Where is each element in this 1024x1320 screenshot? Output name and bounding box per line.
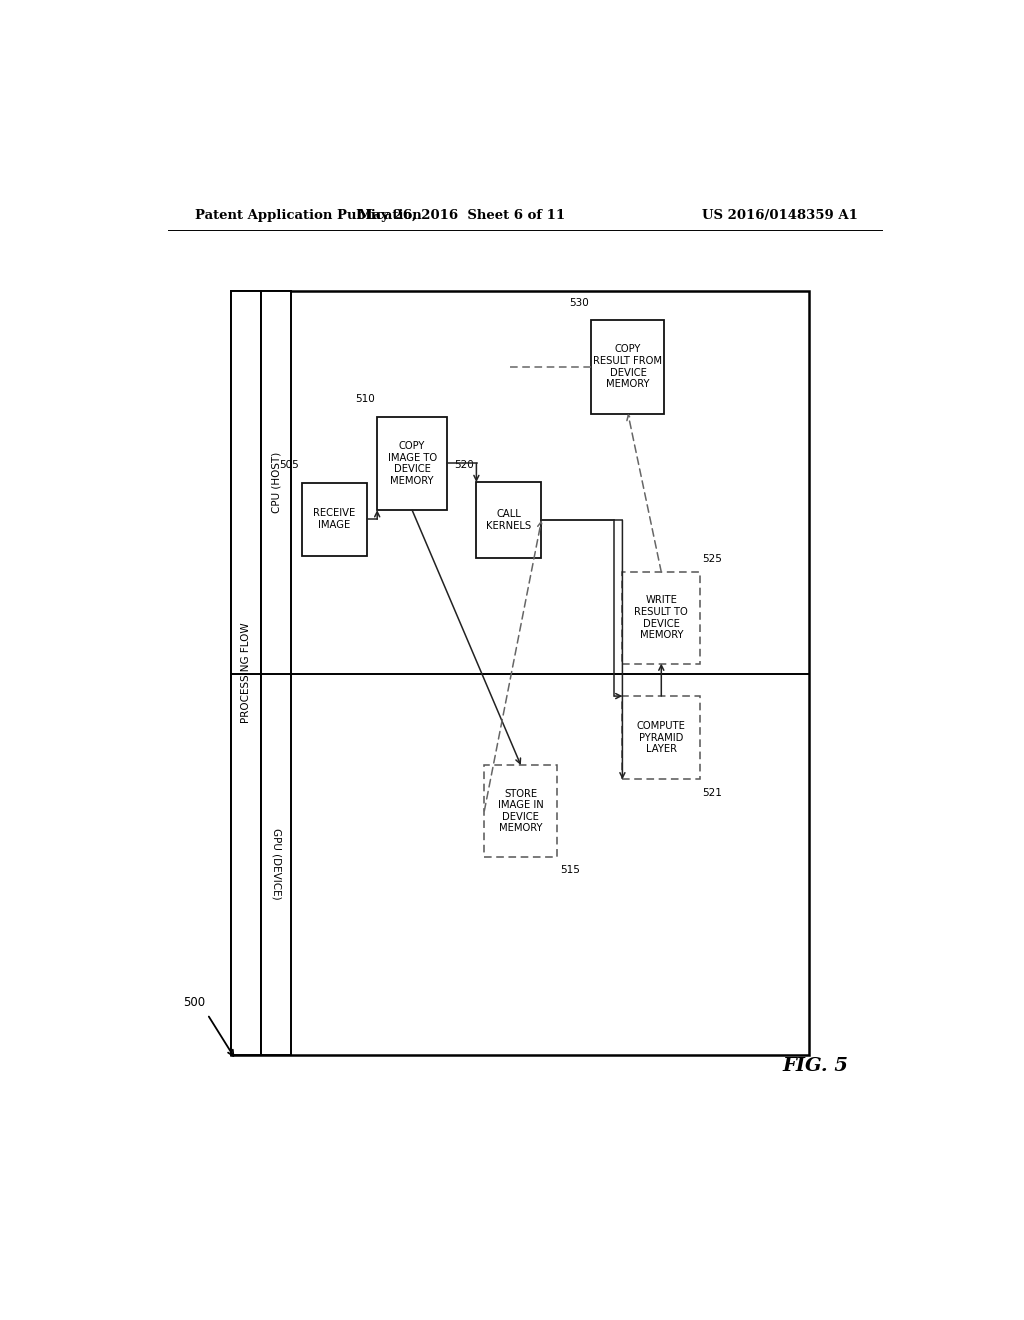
Bar — [623, 696, 700, 779]
Bar — [261, 290, 292, 1055]
Bar — [623, 572, 700, 664]
Text: CALL
KERNELS: CALL KERNELS — [486, 510, 531, 531]
Text: STORE
IMAGE IN
DEVICE
MEMORY: STORE IMAGE IN DEVICE MEMORY — [498, 788, 544, 833]
Text: PROCESSING FLOW: PROCESSING FLOW — [242, 623, 251, 723]
Text: 510: 510 — [355, 395, 375, 404]
Text: 515: 515 — [560, 865, 580, 875]
Text: COPY
IMAGE TO
DEVICE
MEMORY: COPY IMAGE TO DEVICE MEMORY — [387, 441, 436, 486]
Bar — [231, 290, 809, 1055]
Bar — [484, 766, 557, 857]
Text: COMPUTE
PYRAMID
LAYER: COMPUTE PYRAMID LAYER — [637, 721, 686, 754]
Bar — [377, 417, 447, 510]
Text: WRITE
RESULT TO
DEVICE
MEMORY: WRITE RESULT TO DEVICE MEMORY — [635, 595, 688, 640]
Text: 530: 530 — [569, 298, 589, 308]
Bar — [302, 483, 367, 556]
Text: 521: 521 — [702, 788, 723, 797]
Text: COPY
RESULT FROM
DEVICE
MEMORY: COPY RESULT FROM DEVICE MEMORY — [594, 345, 663, 389]
Bar — [592, 319, 665, 413]
Text: 505: 505 — [280, 461, 299, 470]
Text: Patent Application Publication: Patent Application Publication — [196, 210, 422, 222]
Text: RECEIVE
IMAGE: RECEIVE IMAGE — [313, 508, 355, 531]
Text: 525: 525 — [702, 554, 723, 564]
Text: 500: 500 — [183, 997, 205, 1008]
Text: GPU (DEVICE): GPU (DEVICE) — [271, 829, 282, 900]
Bar — [476, 482, 542, 558]
Text: 520: 520 — [455, 459, 474, 470]
Text: FIG. 5: FIG. 5 — [782, 1057, 849, 1076]
Text: CPU (HOST): CPU (HOST) — [271, 451, 282, 512]
Text: US 2016/0148359 A1: US 2016/0148359 A1 — [702, 210, 858, 222]
Bar — [231, 290, 261, 1055]
Text: May 26, 2016  Sheet 6 of 11: May 26, 2016 Sheet 6 of 11 — [357, 210, 565, 222]
